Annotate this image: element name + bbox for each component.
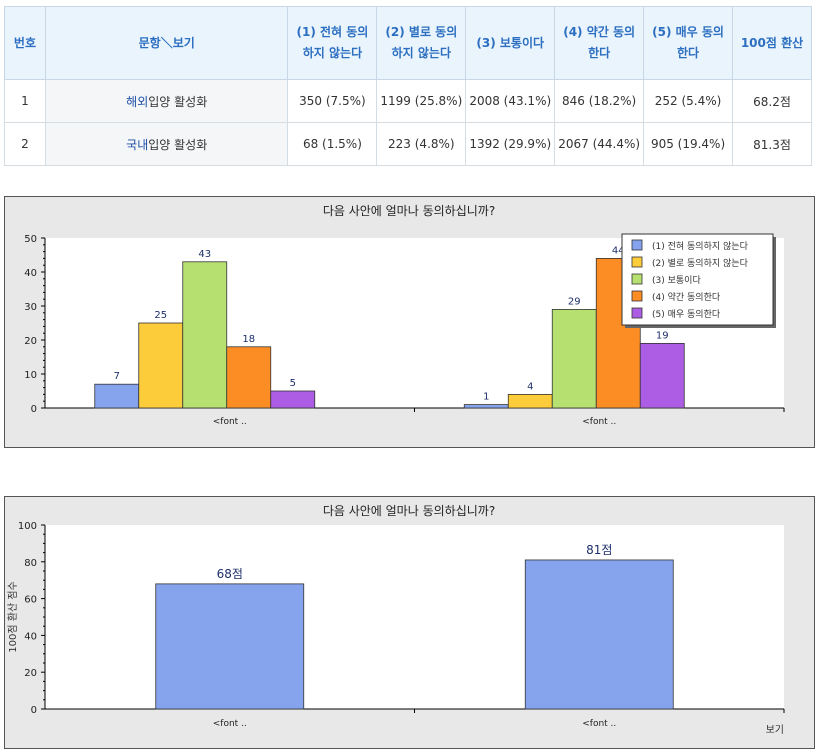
legend-label: (3) 보통이다 bbox=[652, 275, 701, 286]
legend-swatch bbox=[631, 273, 643, 285]
legend-swatch bbox=[631, 290, 643, 302]
x-tick-label: <font .. bbox=[213, 417, 247, 427]
score-bar-1 bbox=[155, 583, 305, 710]
y-tick-label: 20 bbox=[24, 336, 37, 347]
data-label: 81점 bbox=[586, 543, 612, 557]
legend: (1) 전혀 동의하지 않는다 (2) 별로 동의하지 않는다 (3) 보통이다 (4… bbox=[621, 233, 774, 326]
header-option-1: (1) 전혀 동의하지 않는다 bbox=[287, 6, 378, 80]
cell-score: 81.3점 bbox=[732, 122, 812, 166]
cell-option-2: 1199 (25.8%) bbox=[376, 79, 467, 123]
survey-results-table: 번호 문항＼보기 (1) 전혀 동의하지 않는다 (2) 별로 동의하지 않는다… bbox=[4, 6, 812, 166]
bar-1-group-2 bbox=[463, 404, 509, 409]
y-tick-label: 20 bbox=[24, 668, 37, 679]
bar-1-group-1 bbox=[94, 383, 140, 409]
x-axis-label: 보기 bbox=[766, 724, 784, 736]
data-label: 5 bbox=[290, 378, 296, 389]
question-text: 입양 활성화 bbox=[148, 137, 208, 152]
table-row: 1 해외입양 활성화 350 (7.5%) 1199 (25.8%) 2008 … bbox=[4, 79, 812, 123]
header-question: 문항＼보기 bbox=[44, 6, 289, 80]
distribution-chart-panel: 다음 사안에 얼마나 동의하십니까? 0 10 20 30 40 50 7 25 43 18 5 <fo… bbox=[4, 196, 815, 448]
bar-5-group-2 bbox=[639, 342, 685, 409]
legend-box bbox=[621, 233, 774, 326]
data-label: 44 bbox=[612, 245, 625, 256]
y-tick-label: 80 bbox=[24, 558, 37, 569]
data-label: 4 bbox=[527, 381, 533, 392]
cell-option-5: 252 (5.4%) bbox=[643, 79, 733, 123]
cell-option-4: 2067 (44.4%) bbox=[554, 122, 645, 166]
score-bar-2 bbox=[524, 559, 674, 710]
row-number: 1 bbox=[4, 79, 46, 123]
data-label: 25 bbox=[154, 310, 167, 321]
bar-2-group-1 bbox=[138, 322, 184, 409]
table-header-row: 번호 문항＼보기 (1) 전혀 동의하지 않는다 (2) 별로 동의하지 않는다… bbox=[4, 6, 812, 80]
cell-option-1: 350 (7.5%) bbox=[287, 79, 378, 123]
bar-5-group-1 bbox=[270, 390, 316, 409]
bar-3-group-1 bbox=[182, 261, 228, 409]
y-tick-label: 50 bbox=[24, 234, 37, 245]
y-tick-label: 40 bbox=[24, 631, 37, 642]
question-highlight: 국내 bbox=[126, 137, 149, 152]
header-option-4: (4) 약간 동의한다 bbox=[554, 6, 645, 80]
bar-2-group-2 bbox=[507, 393, 553, 409]
cell-option-2: 223 (4.8%) bbox=[376, 122, 467, 166]
x-tick-label: <font .. bbox=[213, 719, 247, 729]
row-question: 국내입양 활성화 bbox=[44, 122, 289, 166]
x-tick-label: <font .. bbox=[582, 719, 616, 729]
score-bar-chart: 다음 사안에 얼마나 동의하십니까? 0 20 40 60 80 100 100점 환산 점수… bbox=[7, 504, 785, 736]
question-highlight: 해외 bbox=[126, 94, 149, 109]
score-chart-panel: 다음 사안에 얼마나 동의하십니까? 0 20 40 60 80 100 100점 환산 점수… bbox=[4, 496, 815, 749]
legend-swatch bbox=[631, 307, 643, 319]
legend-swatch bbox=[631, 239, 643, 251]
y-tick-label: 40 bbox=[24, 268, 37, 279]
row-number: 2 bbox=[4, 122, 46, 166]
y-tick-label: 0 bbox=[31, 705, 37, 716]
x-tick-label: <font .. bbox=[582, 417, 616, 427]
header-number: 번호 bbox=[4, 6, 46, 80]
distribution-bar-chart: 다음 사안에 얼마나 동의하십니까? 0 10 20 30 40 50 7 25 43 18 5 <fo… bbox=[24, 204, 785, 427]
legend-label: (5) 매우 동의한다 bbox=[652, 309, 721, 320]
bar-4-group-1 bbox=[226, 346, 272, 409]
header-score: 100점 환산 bbox=[732, 6, 812, 80]
data-label: 43 bbox=[198, 249, 211, 260]
question-text: 입양 활성화 bbox=[148, 94, 208, 109]
legend-label: (1) 전혀 동의하지 않는다 bbox=[652, 241, 749, 252]
cell-option-1: 68 (1.5%) bbox=[287, 122, 378, 166]
header-option-2: (2) 별로 동의하지 않는다 bbox=[376, 6, 467, 80]
data-label: 1 bbox=[483, 392, 489, 403]
cell-option-3: 2008 (43.1%) bbox=[465, 79, 556, 123]
header-option-3: (3) 보통이다 bbox=[465, 6, 556, 80]
y-tick-label: 60 bbox=[24, 595, 37, 606]
cell-option-3: 1392 (29.9%) bbox=[465, 122, 556, 166]
y-tick-label: 0 bbox=[31, 404, 37, 415]
data-label: 68점 bbox=[217, 567, 243, 581]
legend-swatch bbox=[631, 256, 643, 268]
cell-score: 68.2점 bbox=[732, 79, 812, 123]
data-label: 7 bbox=[114, 371, 120, 382]
y-tick-label: 30 bbox=[24, 302, 37, 313]
y-tick-label: 10 bbox=[24, 370, 37, 381]
legend-label: (4) 약간 동의한다 bbox=[652, 291, 721, 303]
table-row: 2 국내입양 활성화 68 (1.5%) 223 (4.8%) 1392 (29… bbox=[4, 122, 812, 166]
legend-label: (2) 별로 동의하지 않는다 bbox=[652, 258, 749, 269]
bar-3-group-2 bbox=[551, 309, 597, 409]
y-axis-label: 100점 환산 점수 bbox=[7, 581, 19, 652]
cell-option-4: 846 (18.2%) bbox=[554, 79, 645, 123]
data-label: 29 bbox=[568, 296, 581, 307]
row-question: 해외입양 활성화 bbox=[44, 79, 289, 123]
data-label: 18 bbox=[242, 334, 255, 345]
data-label: 19 bbox=[656, 330, 669, 341]
chart-title: 다음 사안에 얼마나 동의하십니까? bbox=[323, 504, 495, 518]
y-tick-label: 100 bbox=[18, 521, 37, 532]
cell-option-5: 905 (19.4%) bbox=[643, 122, 733, 166]
header-option-5: (5) 매우 동의한다 bbox=[643, 6, 733, 80]
chart-title: 다음 사안에 얼마나 동의하십니까? bbox=[323, 204, 495, 218]
